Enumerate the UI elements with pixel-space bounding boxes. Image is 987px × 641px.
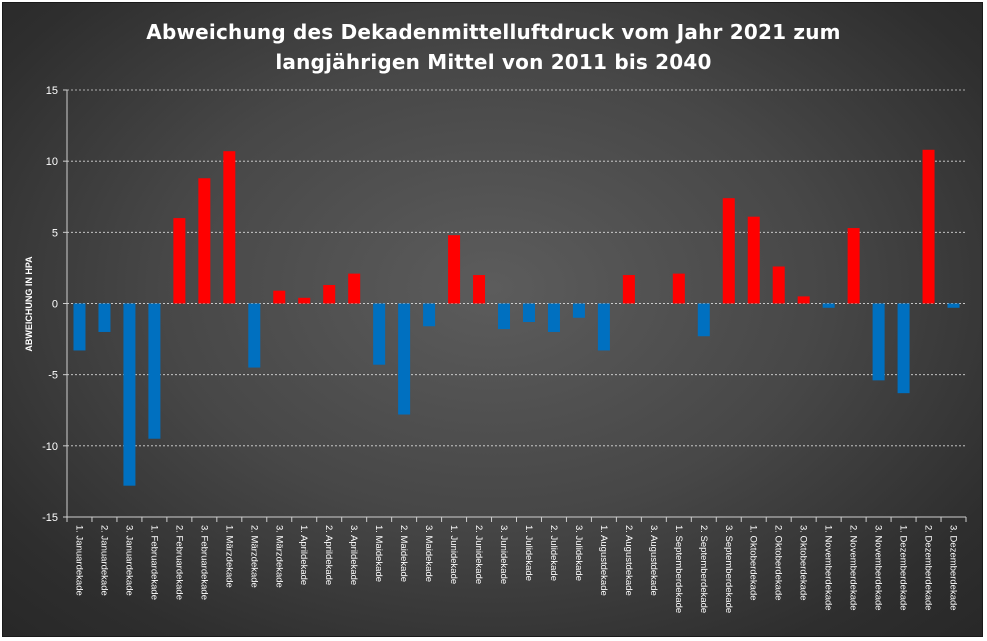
x-tick-label: 1. Augustdekade xyxy=(598,525,609,596)
y-tick-label: 5 xyxy=(52,227,58,239)
bar xyxy=(198,178,211,304)
x-tick-label: 1. Märzdekade xyxy=(223,525,234,588)
x-tick-label: 3. Februardekade xyxy=(198,525,209,600)
y-tick-label: -10 xyxy=(42,441,58,453)
bar xyxy=(473,275,486,304)
x-tick-label: 1. Septemberdekade xyxy=(673,525,684,613)
axes xyxy=(63,89,967,522)
x-tick-label: 3. Märzdekade xyxy=(273,525,284,588)
gridlines xyxy=(67,89,966,447)
bar xyxy=(173,218,186,304)
bar xyxy=(922,149,935,304)
bar xyxy=(98,303,111,332)
y-tick-label: 0 xyxy=(52,299,58,311)
x-tick-label: 1. Julidekade xyxy=(523,525,534,581)
x-tick-label: 2. Januardekade xyxy=(98,525,109,596)
x-tick-label: 2. Maidekade xyxy=(398,525,409,582)
bar xyxy=(847,228,860,304)
x-tick-label: 2. Aprildekade xyxy=(323,525,334,585)
bar xyxy=(248,303,261,368)
bar xyxy=(123,303,136,486)
bar xyxy=(722,198,735,304)
bar xyxy=(298,297,311,304)
x-tick-labels: 1. Januardekade 2. Januardekade 3. Januard… xyxy=(73,525,958,613)
bar xyxy=(797,296,810,304)
x-tick-label: 3. Septemberdekade xyxy=(723,525,734,613)
bar xyxy=(947,303,960,308)
bar xyxy=(398,303,411,415)
x-tick-label: 2. Junidekade xyxy=(473,525,484,584)
y-tick-label: 10 xyxy=(46,156,58,168)
x-tick-label: 3. Aprildekade xyxy=(348,525,359,585)
x-tick-label: 2. Novemberdekade xyxy=(848,525,859,611)
bar xyxy=(697,303,710,337)
bar xyxy=(148,303,161,439)
bars xyxy=(73,149,960,486)
x-tick-label: 1. Oktoberdekade xyxy=(748,525,759,601)
x-tick-label: 2. Oktoberdekade xyxy=(773,525,784,601)
x-tick-label: 3. Junidekade xyxy=(498,525,509,584)
bar xyxy=(498,303,511,330)
bar xyxy=(622,275,635,304)
bar xyxy=(223,151,236,304)
y-tick-label: 15 xyxy=(46,85,58,97)
bar xyxy=(73,303,86,351)
bar xyxy=(872,303,885,381)
chart-title-line-2: langjährigen Mittel von 2011 bis 2040 xyxy=(275,50,712,74)
bar xyxy=(672,273,685,304)
bar xyxy=(373,303,386,365)
x-tick-label: 3. Augustdekade xyxy=(648,525,659,596)
x-tick-label: 2. Dezemberdekade xyxy=(923,525,934,611)
x-tick-label: 2. Julidekade xyxy=(548,525,559,581)
x-tick-label: 1. Februardekade xyxy=(148,525,159,600)
x-tick-label: 2. Februardekade xyxy=(173,525,184,600)
x-tick-label: 3. Novemberdekade xyxy=(873,525,884,611)
x-tick-label: 3. Dezemberdekade xyxy=(948,525,959,611)
x-tick-label: 3. Maidekade xyxy=(423,525,434,582)
bar xyxy=(897,303,910,394)
y-axis-label: ABWEICHUNG IN HPA xyxy=(24,256,34,352)
x-tick-label: 2. Septemberdekade xyxy=(698,525,709,613)
bar xyxy=(323,284,336,304)
bar xyxy=(747,216,760,304)
x-tick-label: 1. Januardekade xyxy=(73,525,84,596)
x-tick-label: 3. Oktoberdekade xyxy=(798,525,809,601)
bar xyxy=(448,235,461,304)
bar xyxy=(522,303,535,323)
x-tick-label: 1. Aprildekade xyxy=(298,525,309,585)
x-tick-label: 2. Märzdekade xyxy=(248,525,259,588)
bar xyxy=(822,303,835,308)
bar xyxy=(547,303,560,332)
chart-title-line-1: Abweichung des Dekadenmittelluftdruck vo… xyxy=(146,20,841,44)
x-tick-label: 2. Augustdekade xyxy=(623,525,634,596)
bar xyxy=(597,303,610,351)
x-tick-label: 1. Novemberdekade xyxy=(823,525,834,611)
x-tick-label: 3. Januardekade xyxy=(123,525,134,596)
x-tick-label: 1. Dezemberdekade xyxy=(898,525,909,611)
bar xyxy=(423,303,436,327)
bar xyxy=(273,290,286,304)
x-tick-label: 3. Julidekade xyxy=(573,525,584,581)
bar xyxy=(572,303,585,318)
y-tick-label: -5 xyxy=(48,370,58,382)
x-tick-label: 1. Junidekade xyxy=(448,525,459,584)
y-tick-labels: -15 -10 -5 0 5 10 15 xyxy=(42,85,58,524)
y-tick-label: -15 xyxy=(42,512,58,524)
x-tick-label: 1. Maidekade xyxy=(373,525,384,582)
bar xyxy=(348,273,361,304)
bar xyxy=(772,266,785,304)
